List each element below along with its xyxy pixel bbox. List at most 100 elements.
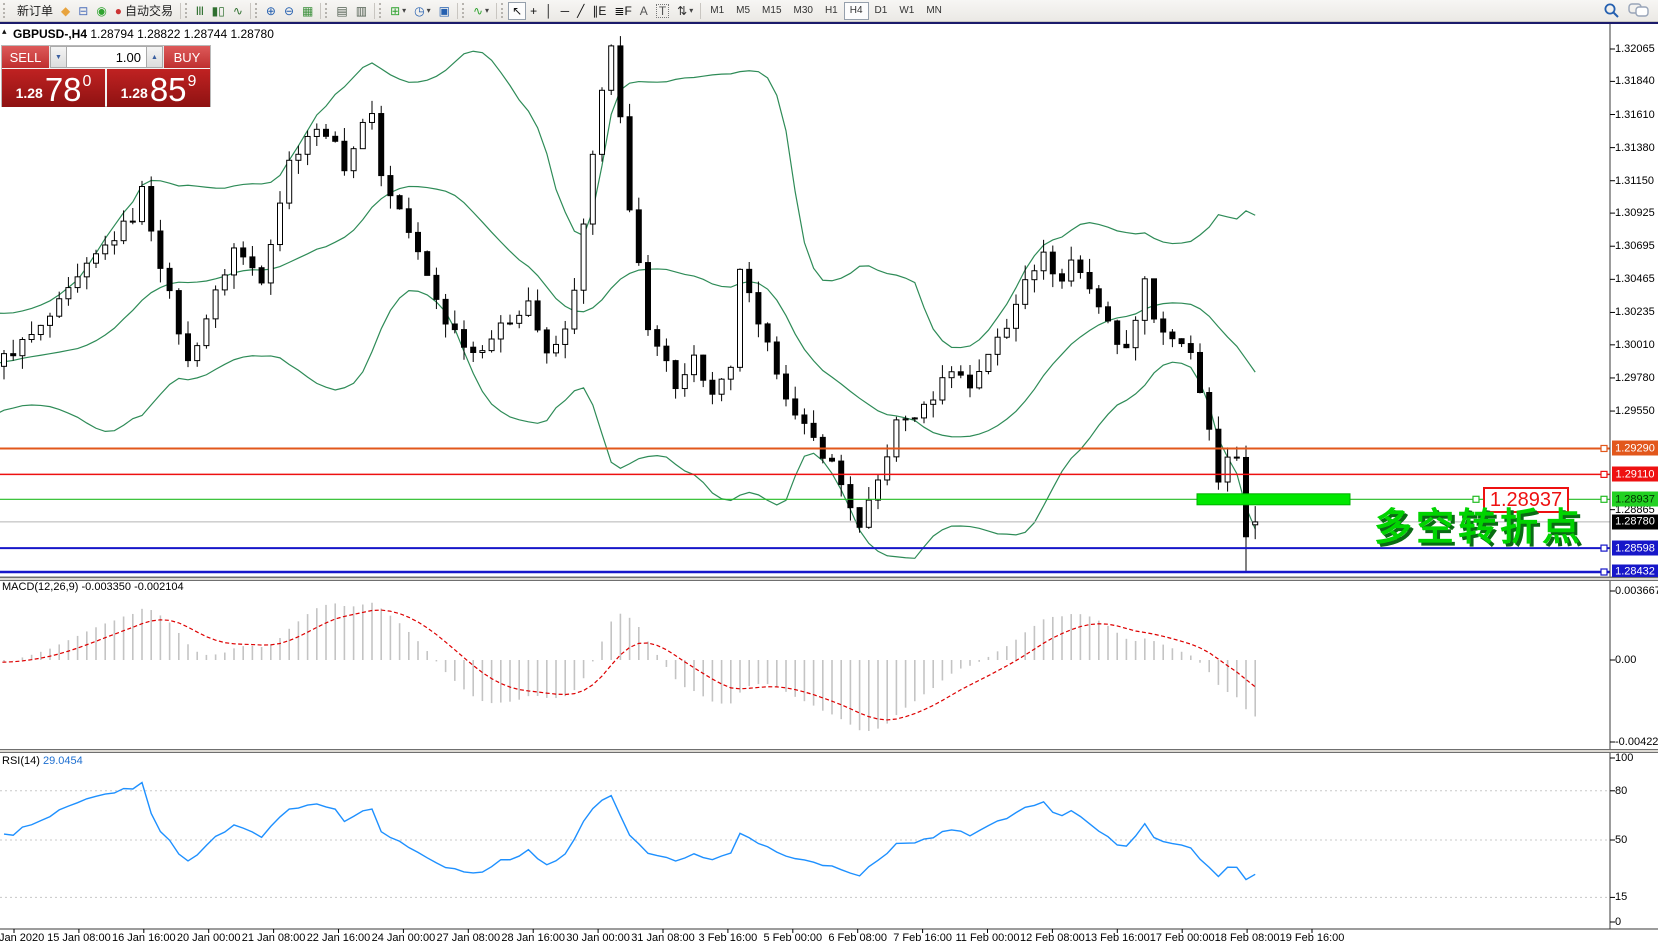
candle-up (948, 371, 955, 379)
candle-up (930, 399, 937, 405)
candle-up (19, 339, 26, 357)
candle-down (258, 267, 265, 284)
signal-icon[interactable]: ◉ (92, 2, 110, 20)
time-tick-label: 6 Feb 08:00 (828, 932, 888, 944)
buy-price-button[interactable]: 1.28 85 9 (107, 69, 210, 107)
candle-up (120, 220, 127, 242)
candle-down (157, 230, 164, 269)
candle-down (1123, 343, 1130, 349)
fibonacci-icon[interactable]: ≣F (610, 2, 635, 20)
label-tool-icon[interactable]: T (652, 2, 673, 20)
candle-up (102, 244, 109, 255)
channel-icon: ∥E (592, 3, 607, 18)
candle-up (313, 128, 320, 137)
price-tick-label: 1.30010 (1615, 338, 1655, 351)
profiles-icon[interactable]: ⊟ (74, 2, 92, 20)
zoom-in-icon[interactable]: ⊕ (262, 2, 280, 20)
cursor-icon[interactable]: ↖ (508, 1, 527, 20)
time-tick-label: 7 Feb 16:00 (893, 932, 952, 944)
crosshair-icon[interactable]: + (526, 2, 541, 20)
signal-icon: ◉ (96, 3, 107, 18)
trendline-icon[interactable]: ╱ (573, 2, 588, 20)
text-tool-icon[interactable]: A (636, 2, 652, 20)
chart-template-icon[interactable]: ▣ (435, 2, 454, 20)
candle-up (902, 418, 909, 421)
timeframe-d1[interactable]: D1 (874, 5, 888, 16)
bar-chart-icon[interactable]: ||| (192, 2, 208, 20)
dropdown-caret-icon[interactable]: ▾ (402, 6, 407, 15)
support-highlight-band[interactable] (1196, 493, 1351, 506)
candle-down (1215, 428, 1222, 483)
candle-up (369, 113, 375, 123)
candle-up (497, 322, 504, 340)
indicators-icon[interactable]: ∿ ▾ (469, 2, 493, 20)
timeframe-m15[interactable]: M15 (762, 5, 782, 16)
vertical-line-icon[interactable]: │ (541, 2, 557, 20)
time-tick-label: 21 Jan 08:00 (241, 932, 306, 944)
pane-separator[interactable] (0, 749, 1658, 753)
turning-point-annotation[interactable]: 多空转折点 (1374, 507, 1585, 549)
search-icon[interactable] (1603, 2, 1620, 19)
chat-icon[interactable] (1628, 2, 1650, 19)
timeframe-m5[interactable]: M5 (736, 5, 751, 16)
dropdown-caret-icon[interactable]: ▾ (485, 6, 490, 15)
rsi-value: 29.0454 (42, 755, 83, 767)
pane-separator[interactable] (0, 577, 1658, 581)
volume-field[interactable]: 1.00 (67, 46, 146, 68)
candle-down (185, 333, 191, 362)
candle-up (525, 300, 532, 316)
profiles-icon: ⊟ (78, 3, 89, 18)
sell-price-button[interactable]: 1.28 78 0 (2, 69, 105, 107)
volume-decrease-button[interactable]: ▼ (50, 46, 67, 68)
chart-collapse-icon[interactable]: ▴ (2, 26, 7, 36)
timeframe-h1[interactable]: H1 (824, 5, 838, 16)
periodicity-clock-icon[interactable]: ◷ ▾ (410, 2, 435, 20)
time-tick-label: 31 Jan 08:00 (631, 932, 695, 944)
channel-icon[interactable]: ∥E (588, 2, 610, 20)
new-order-button[interactable]: 新订单 (10, 2, 57, 20)
sell-button[interactable]: SELL (2, 46, 50, 68)
price-line-label-1.28598: 1.28598 (1612, 540, 1658, 556)
zoom-out-icon[interactable]: ⊖ (280, 2, 298, 20)
time-tick-label: 27 Jan 08:00 (436, 932, 501, 944)
auto-trading-button[interactable]: ● 自动交易 (111, 2, 177, 20)
tile-windows-icon[interactable]: ▦ (298, 2, 317, 20)
candle-down (755, 292, 762, 325)
shapes-icon[interactable]: ⇅ ▾ (673, 2, 697, 20)
arrange-vertical-icon[interactable]: ▥ (352, 2, 371, 20)
candle-down (1086, 271, 1093, 290)
price-line-label-1.28937: 1.28937 (1612, 491, 1658, 507)
dropdown-caret-icon[interactable]: ▾ (689, 6, 694, 15)
ticket-icon[interactable]: ◆ (57, 2, 74, 20)
new-chart-icon[interactable]: ⊞ ▾ (386, 2, 410, 20)
line-chart-icon[interactable]: ∿ (229, 2, 247, 20)
candle-down (332, 135, 339, 142)
horizontal-line-icon[interactable]: ─ (557, 2, 574, 20)
price-tick-label: 1.31380 (1615, 141, 1655, 154)
timeframe-w1[interactable]: W1 (899, 5, 915, 16)
price-tick-label: 1.31840 (1615, 75, 1655, 88)
buy-button[interactable]: BUY (164, 46, 210, 68)
dropdown-caret-icon[interactable]: ▾ (426, 6, 431, 15)
candle-up (203, 318, 210, 347)
main-chart-pane[interactable] (0, 36, 1610, 576)
candle-up (571, 289, 578, 330)
time-tick-label: 16 Jan 16:00 (111, 932, 176, 944)
candle-down (451, 323, 458, 331)
arrange-horizontal-icon[interactable]: ▤ (332, 2, 351, 20)
candle-up (994, 336, 1001, 355)
candlestick-icon[interactable]: ▮▯ (208, 2, 229, 20)
timeframe-m30[interactable]: M30 (793, 5, 813, 16)
macd-pane[interactable] (0, 602, 1256, 731)
time-tick-label: 19 Feb 16:00 (1279, 932, 1345, 944)
candle-up (553, 343, 559, 354)
timeframe-mn[interactable]: MN (926, 5, 942, 16)
candle-down (801, 414, 808, 424)
price-callout-box[interactable]: 1.28937 (1483, 487, 1569, 513)
timeframe-h4[interactable]: H4 (843, 1, 869, 20)
timeframe-m1[interactable]: M1 (710, 5, 725, 16)
volume-increase-button[interactable]: ▲ (146, 46, 163, 68)
price-line-label-1.28432: 1.28432 (1612, 564, 1658, 580)
rsi-pane[interactable] (0, 781, 1610, 898)
